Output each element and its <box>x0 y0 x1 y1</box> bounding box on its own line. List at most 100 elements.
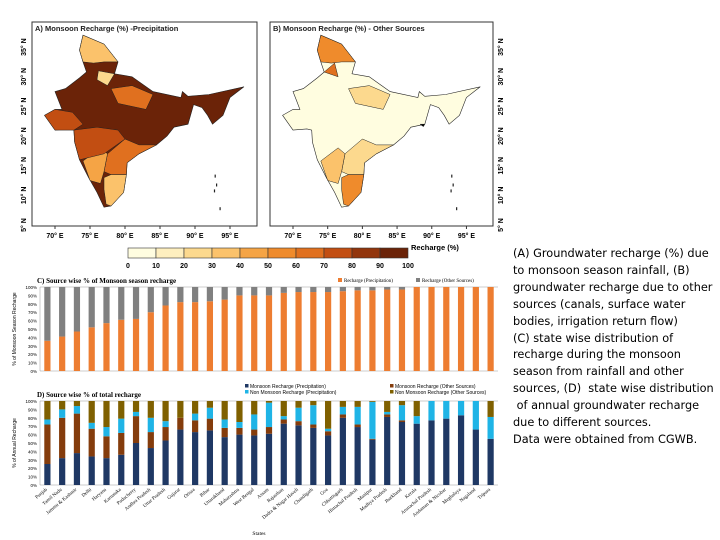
colorbar-bin <box>351 247 381 259</box>
lat-tick-label: 25° N <box>497 98 505 116</box>
bar-segment-monsoon-recharge-other-sources <box>73 413 81 454</box>
bar-segment-non-monsoon-recharge-other-sources <box>88 401 95 423</box>
bar-segment-recharge-other-sources <box>280 287 287 293</box>
y-tick-label: 50% <box>28 441 37 446</box>
bar-segment-monsoon-recharge-precipitation <box>73 453 81 485</box>
bar-segment-recharge-precipitation <box>88 327 95 371</box>
y-tick-label: 100% <box>25 399 37 404</box>
bar-segment-recharge-other-sources <box>384 287 391 290</box>
bar-segment-monsoon-recharge-other-sources <box>59 417 66 459</box>
y-tick-label: 40% <box>28 335 37 340</box>
legend-label: Non Monsoon Recharge (Precipitation) <box>250 390 337 396</box>
island <box>451 174 453 178</box>
bar-segment-recharge-other-sources <box>162 287 169 306</box>
state-region <box>103 174 127 207</box>
y-axis-label: % of Annual Recharge <box>12 418 18 468</box>
legend-label: Non Monsoon Recharge (Other Sources) <box>395 390 486 396</box>
bar-segment-monsoon-recharge-precipitation <box>457 415 465 485</box>
bar-segment-non-monsoon-recharge-other-sources <box>118 401 125 419</box>
bar-segment-recharge-precipitation <box>428 287 435 371</box>
legend-swatch <box>390 384 394 388</box>
bar-segment-recharge-precipitation <box>413 287 420 371</box>
bar-segment-non-monsoon-recharge-precipitation <box>310 405 317 425</box>
bar-segment-recharge-precipitation <box>206 301 214 371</box>
bar-segment-non-monsoon-recharge-precipitation <box>280 416 287 420</box>
bar-segment-recharge-precipitation <box>398 289 406 371</box>
bar-segment-monsoon-recharge-precipitation <box>132 443 140 485</box>
state-region <box>341 138 394 175</box>
bar-segment-monsoon-recharge-other-sources <box>354 424 361 428</box>
bar-segment-non-monsoon-recharge-precipitation <box>265 402 273 428</box>
bar-segment-recharge-precipitation <box>251 295 258 371</box>
bar-segment-recharge-other-sources <box>132 287 140 319</box>
bar-segment-non-monsoon-recharge-precipitation <box>147 417 154 433</box>
lat-tick-label: 30° N <box>20 68 28 86</box>
chart-title: D) Source wise % of total recharge <box>37 391 141 399</box>
bar-segment-non-monsoon-recharge-other-sources <box>265 401 273 403</box>
colorbar-tick-label: 0 <box>126 263 130 270</box>
lon-tick-label: 80° E <box>116 232 134 240</box>
bar-segment-monsoon-recharge-other-sources <box>295 421 302 426</box>
bar-segment-non-monsoon-recharge-precipitation <box>413 416 420 424</box>
lon-tick-label: 85° E <box>388 232 406 240</box>
lon-tick-label: 70° E <box>284 232 302 240</box>
bar-segment-monsoon-recharge-precipitation <box>384 416 391 485</box>
bar-segment-non-monsoon-recharge-precipitation <box>369 401 376 439</box>
bar-segment-monsoon-recharge-other-sources <box>384 414 391 417</box>
bar-segment-recharge-precipitation <box>472 287 479 371</box>
colorbar-bin <box>183 247 213 259</box>
bar-segment-non-monsoon-recharge-other-sources <box>369 401 376 402</box>
state-region <box>323 62 339 78</box>
colorbar-tick-label: 70 <box>320 263 328 270</box>
x-axis-label: States <box>252 531 265 537</box>
colorbar-tick-label: 90 <box>376 263 384 270</box>
state-region <box>419 123 426 127</box>
state-region <box>103 138 157 175</box>
x-tick-label: Goa <box>320 487 330 497</box>
bar-segment-monsoon-recharge-other-sources <box>118 432 125 455</box>
chart-c: C) Source wise % of Monsoon season recha… <box>12 277 498 374</box>
bar-segment-monsoon-recharge-precipitation <box>162 440 169 485</box>
bar-segment-non-monsoon-recharge-other-sources <box>44 401 51 420</box>
bar-segment-monsoon-recharge-other-sources <box>206 418 214 431</box>
y-tick-label: 100% <box>25 285 37 290</box>
colorbar-bin <box>127 247 157 259</box>
bar-segment-recharge-other-sources <box>221 287 228 300</box>
lon-tick-label: 80° E <box>354 232 372 240</box>
bar-segment-recharge-other-sources <box>88 287 95 328</box>
bar-segment-non-monsoon-recharge-other-sources <box>310 401 317 406</box>
island <box>214 174 216 178</box>
bar-segment-non-monsoon-recharge-precipitation <box>221 419 228 428</box>
bar-segment-monsoon-recharge-other-sources <box>324 431 332 436</box>
colorbar-tick-label: 40 <box>236 263 244 270</box>
bar-segment-non-monsoon-recharge-other-sources <box>413 401 420 417</box>
bar-segment-recharge-precipitation <box>354 290 361 371</box>
bar-segment-non-monsoon-recharge-other-sources <box>206 401 214 408</box>
bar-segment-monsoon-recharge-other-sources <box>265 427 273 434</box>
y-tick-label: 70% <box>28 424 37 429</box>
legend-swatch <box>245 384 249 388</box>
y-tick-label: 90% <box>28 293 37 298</box>
bar-segment-recharge-precipitation <box>118 319 125 371</box>
bar-segment-monsoon-recharge-precipitation <box>369 439 376 485</box>
bar-segment-non-monsoon-recharge-precipitation <box>443 401 450 419</box>
bar-segment-monsoon-recharge-other-sources <box>280 419 287 424</box>
bar-segment-recharge-precipitation <box>280 292 287 371</box>
bar-segment-non-monsoon-recharge-precipitation <box>103 427 110 437</box>
bar-segment-monsoon-recharge-other-sources <box>132 416 140 443</box>
bar-segment-non-monsoon-recharge-other-sources <box>177 401 184 418</box>
map-title: A) Monsoon Recharge (%) -Precipitation <box>35 24 179 33</box>
bar-segment-monsoon-recharge-precipitation <box>443 418 450 485</box>
colorbar-bin <box>239 247 269 259</box>
bar-segment-monsoon-recharge-precipitation <box>324 435 332 485</box>
bar-segment-monsoon-recharge-precipitation <box>339 417 346 485</box>
bar-segment-recharge-other-sources <box>369 287 376 291</box>
bar-segment-recharge-precipitation <box>369 290 376 371</box>
bar-segment-non-monsoon-recharge-precipitation <box>324 428 332 432</box>
bar-segment-monsoon-recharge-precipitation <box>354 427 361 485</box>
bar-segment-monsoon-recharge-other-sources <box>221 427 228 438</box>
y-axis-label: % of Monsoon Season Recharge <box>12 292 18 366</box>
lon-tick-label: 95° E <box>458 232 476 240</box>
legend-swatch <box>338 278 342 282</box>
